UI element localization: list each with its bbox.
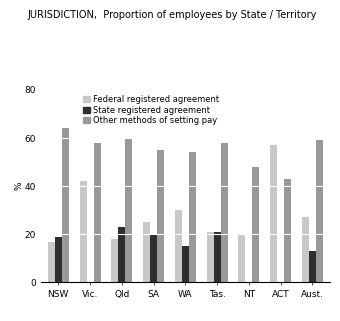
Bar (302, 218, 309, 282)
Bar (238, 234, 245, 282)
Bar (270, 145, 277, 282)
Bar (111, 239, 118, 282)
Bar (207, 232, 214, 282)
Bar (150, 234, 157, 282)
Y-axis label: %: % (14, 182, 23, 190)
Bar (252, 167, 259, 282)
Bar (143, 222, 150, 282)
Bar (118, 227, 125, 282)
Legend: Federal registered agreement, State registered agreement, Other methods of setti: Federal registered agreement, State regi… (83, 94, 220, 126)
Bar (125, 138, 132, 282)
Bar (284, 179, 291, 282)
Bar (175, 210, 182, 282)
Bar (316, 140, 323, 282)
Bar (221, 143, 227, 282)
Bar (157, 150, 164, 282)
Bar (80, 181, 87, 282)
Bar (309, 251, 316, 282)
Bar (48, 241, 55, 282)
Bar (189, 152, 196, 282)
Bar (94, 143, 101, 282)
Bar (55, 237, 62, 282)
Text: JURISDICTION,  Proportion of employees by State / Territory: JURISDICTION, Proportion of employees by… (27, 10, 317, 20)
Bar (182, 247, 189, 282)
Bar (214, 232, 221, 282)
Bar (62, 128, 69, 282)
